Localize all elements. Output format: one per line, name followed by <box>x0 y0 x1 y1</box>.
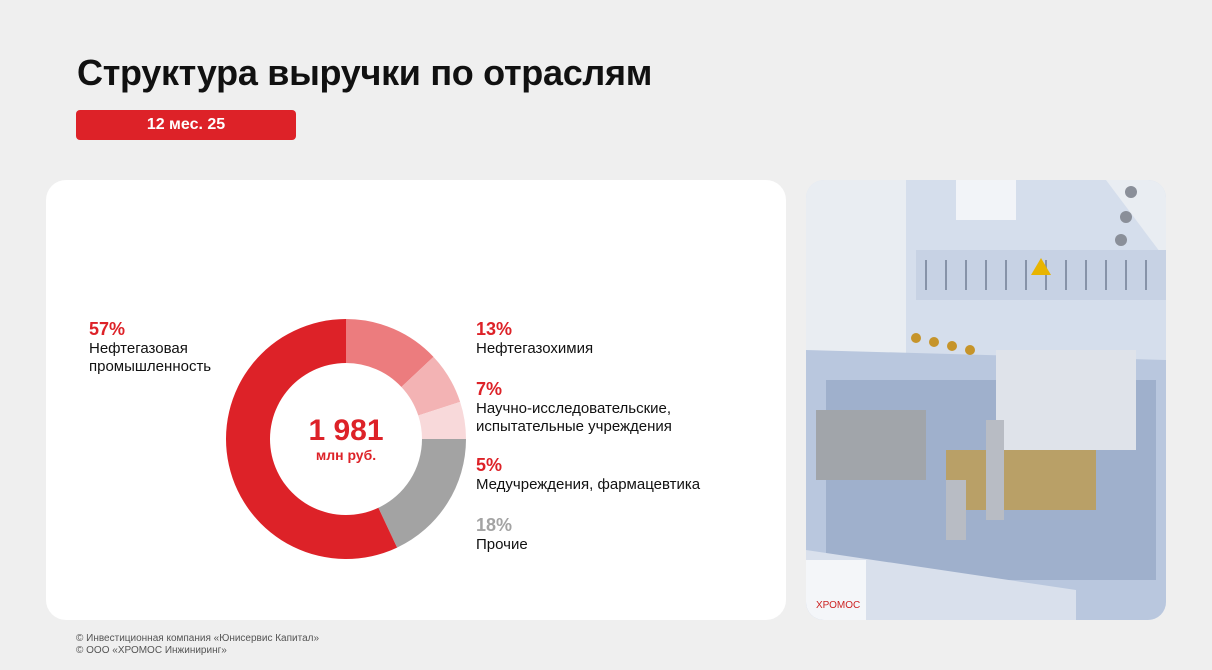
legend-med: 5% Медучреждения, фармацевтика <box>476 454 700 494</box>
legend-label-line: Научно-исследовательские, <box>476 400 672 417</box>
legend-other: 18% Прочие <box>476 514 528 554</box>
donut-slice-3 <box>378 439 466 548</box>
legend-label-line: промышленность <box>89 358 212 375</box>
equipment-photo: ХРОМОС <box>806 180 1166 620</box>
legend-label: Прочие <box>476 536 528 553</box>
legend-neftegazohim: 13% Нефтегазохимия <box>476 318 593 358</box>
donut-slice-2 <box>418 401 466 439</box>
donut-slice-4 <box>225 319 398 559</box>
legend-neftegaz: 57% Нефтегазовая промышленность <box>89 318 211 376</box>
donut-slice-1 <box>401 356 461 416</box>
legend-label-line: Нефтегазовая <box>89 340 188 357</box>
legend-pct: 57% <box>89 319 126 339</box>
chromatograph-illustration: ХРОМОС <box>806 180 1166 620</box>
legend-pct: 7% <box>476 379 503 399</box>
donut-slice-0 <box>346 319 434 387</box>
legend-nauka: 7% Научно-исследовательские, испытательн… <box>476 378 672 436</box>
copyright-line: © Инвестиционная компания «Юнисервис Кап… <box>76 633 320 644</box>
total-value: 1 981 <box>308 414 384 447</box>
copyright-line: © ООО «ХРОМОС Инжиниринг» <box>76 645 227 656</box>
page-title: Структура выручки по отраслям <box>77 52 653 93</box>
legend-label: Медучреждения, фармацевтика <box>476 476 701 493</box>
period-badge: 12 мес. 25 <box>76 110 296 140</box>
legend-pct: 18% <box>476 515 513 535</box>
donut-center: 1 981 млн руб. <box>266 414 426 464</box>
total-unit: млн руб. <box>315 447 377 463</box>
footer: © Инвестиционная компания «Юнисервис Кап… <box>76 633 319 657</box>
legend-label-line: испытательные учреждения <box>476 418 672 435</box>
legend-label: Нефтегазохимия <box>476 340 594 357</box>
legend-pct: 5% <box>476 455 503 475</box>
photo-brand: ХРОМОС <box>816 600 860 611</box>
legend-pct: 13% <box>476 319 513 339</box>
